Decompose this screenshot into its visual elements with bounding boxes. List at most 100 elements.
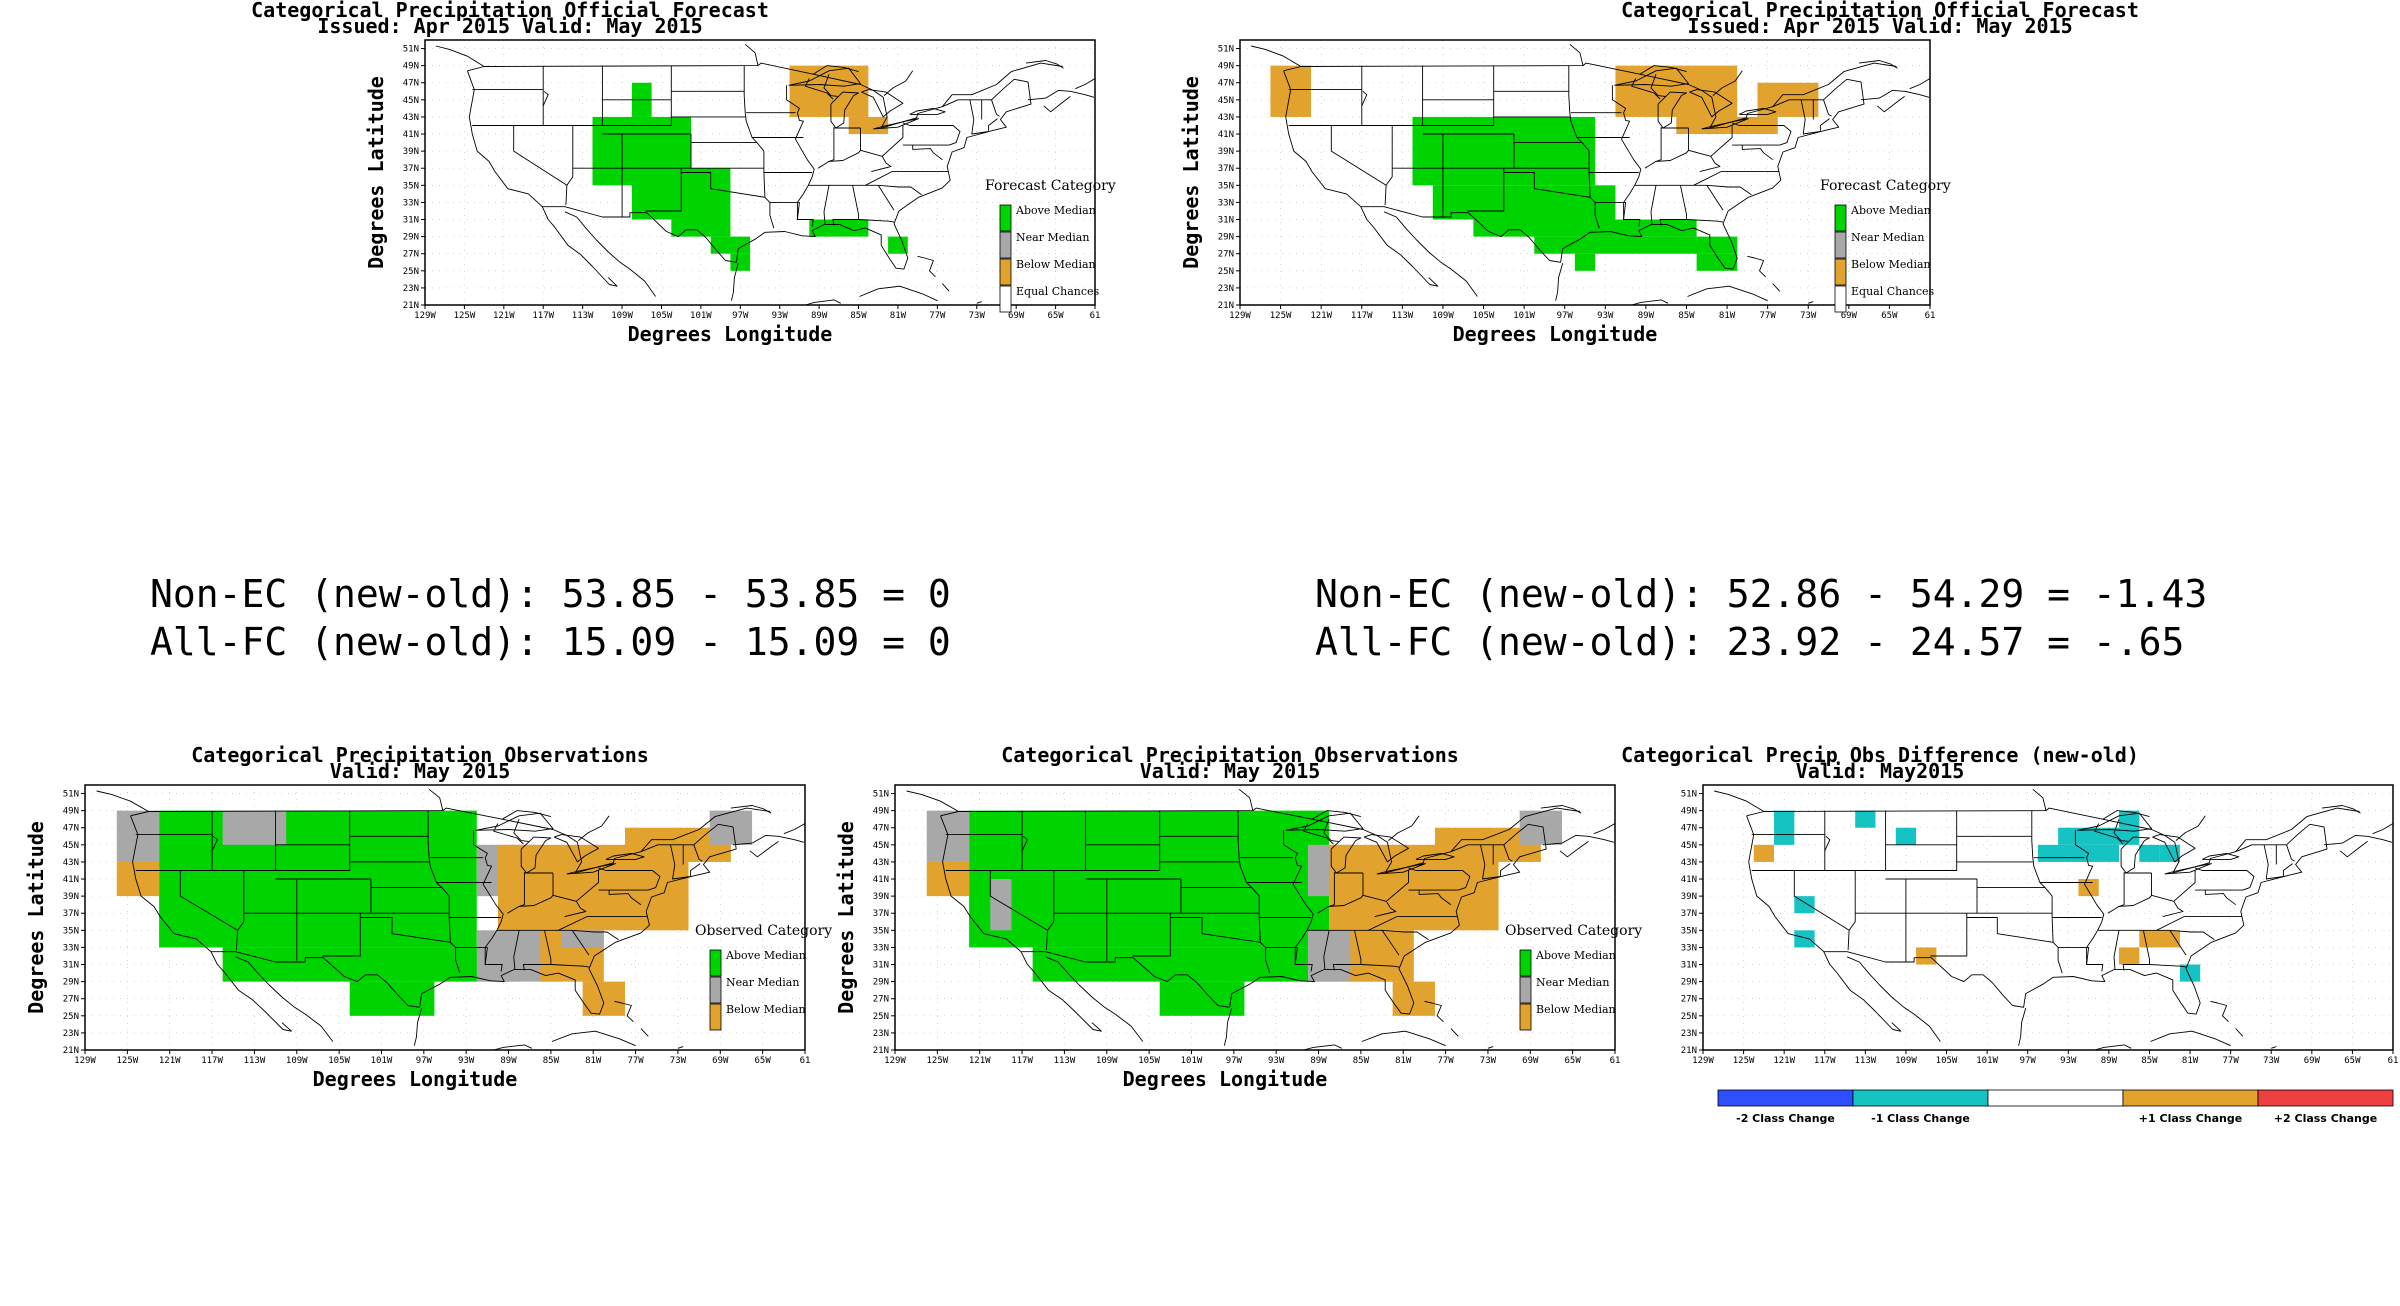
lon-tick-label: 109W [611, 311, 633, 321]
us-outline [1283, 62, 1865, 270]
coastline [1747, 255, 1766, 278]
coastline [1388, 815, 1420, 841]
lon-tick-label: 85W [1678, 311, 1695, 321]
lon-tick-label: 101W [371, 1056, 393, 1066]
legend-swatch [709, 949, 722, 977]
map-subtitle: Valid: May2015 [1796, 759, 1965, 783]
state-boundary [2156, 929, 2215, 941]
lat-tick-label: 51N [63, 790, 79, 800]
lat-tick-label: 27N [1218, 250, 1234, 260]
lon-tick-label: 61 [1090, 311, 1101, 321]
coastline [210, 951, 292, 1032]
obs-diff-panel: Categorical Precip Obs Difference (new-o… [1620, 743, 2400, 1305]
legend-swatch [999, 258, 1012, 286]
lat-tick-label: 29N [403, 233, 419, 243]
coastline [1020, 951, 1102, 1032]
legend-item-label: Below Median [1536, 1003, 1616, 1016]
stats-new: Non-EC (new-old): 52.86 - 54.29 = -1.43 A… [1315, 570, 2207, 666]
map-subtitle: Issued: Apr 2015 Valid: May 2015 [317, 14, 702, 38]
coastline [413, 1007, 423, 1046]
state-boundary [1686, 219, 1724, 223]
lat-tick-label: 49N [403, 62, 419, 72]
state-boundary [2263, 844, 2293, 880]
coastline [2271, 1046, 2277, 1049]
lat-tick-label: 31N [1218, 216, 1234, 226]
lat-tick-label: 39N [403, 147, 419, 157]
lon-tick-label: 61 [800, 1056, 811, 1066]
plot-frame [424, 39, 1096, 306]
lat-tick-label: 51N [1218, 45, 1234, 55]
state-boundary [360, 917, 451, 943]
coastline [749, 841, 779, 858]
lon-tick-label: 121W [159, 1056, 181, 1066]
coastline [1311, 810, 1362, 820]
lat-tick-label: 49N [1218, 62, 1234, 72]
lon-tick-label: 97W [1557, 311, 1574, 321]
state-boundary [1323, 930, 1330, 970]
lat-tick-label: 39N [1218, 147, 1234, 157]
coastline [1045, 956, 1144, 1042]
state-boundary [2194, 867, 2255, 891]
category-cell-near [222, 810, 287, 845]
lat-tick-label: 29N [1681, 978, 1697, 988]
lon-tick-label: 77W [1760, 311, 1777, 321]
coastline [1823, 951, 1902, 1032]
lat-tick-label: 29N [63, 978, 79, 988]
category-cell-below [1615, 65, 1738, 117]
category-cell-below [582, 981, 625, 1016]
map-boundaries [1251, 43, 1931, 306]
map-subtitle: Issued: Apr 2015 Valid: May 2015 [1687, 14, 2072, 38]
category-cell-below [1676, 116, 1778, 135]
lat-tick-label: 27N [873, 995, 889, 1005]
coastline [917, 255, 936, 278]
coastline [1487, 1046, 1494, 1049]
lake-outline [1614, 67, 1689, 87]
lake-outline [553, 834, 599, 863]
state-boundary [542, 90, 549, 106]
lon-tick-label: 125W [117, 1056, 139, 1066]
lat-tick-label: 21N [1681, 1046, 1697, 1056]
state-boundary [1480, 844, 1511, 880]
coastline [2235, 807, 2360, 852]
category-cell-near [990, 879, 1012, 931]
coastline [730, 805, 772, 814]
state-boundary [881, 125, 904, 157]
category-cell-above [671, 219, 731, 237]
lon-tick-label: 125W [1270, 311, 1292, 321]
coastline [1540, 805, 1582, 814]
lake-outline [566, 863, 616, 875]
legend-item-label: Equal Chances [1016, 285, 1100, 298]
stats-old: Non-EC (new-old): 53.85 - 53.85 = 0 All-F… [150, 570, 951, 666]
state-boundary [576, 870, 599, 902]
coastline [2372, 823, 2394, 835]
category-cell-above [222, 947, 520, 982]
lat-tick-label: 33N [63, 943, 79, 953]
state-boundary [858, 219, 895, 223]
map-title: Categorical Precip Obs Difference (new-o… [1621, 743, 2139, 767]
map-boundaries [906, 788, 1616, 1051]
coastline [640, 807, 771, 852]
state-boundary [670, 844, 701, 880]
lon-tick-label: 81W [1395, 1056, 1412, 1066]
forecast-new-panel: Categorical Precipitation Official Forec… [1150, 0, 2139, 520]
lon-tick-label: 129W [1229, 311, 1251, 321]
state-boundary [1368, 929, 1429, 941]
lat-tick-label: 25N [63, 1012, 79, 1022]
state-boundary [1966, 917, 2054, 943]
state-boundary [969, 99, 998, 135]
state-boundary [1303, 823, 1334, 845]
coastline [1846, 956, 1941, 1042]
plot-frame [1239, 39, 1931, 306]
lat-tick-label: 25N [1681, 1012, 1697, 1022]
state-boundary [1360, 964, 1400, 968]
lat-tick-label: 49N [873, 807, 889, 817]
lat-tick-label: 47N [1681, 824, 1697, 834]
lake-outline [605, 852, 645, 860]
coastline [2094, 1044, 2132, 1051]
state-boundary [1793, 870, 1850, 931]
lake-outline [520, 836, 552, 874]
coastline [1714, 790, 1765, 812]
lat-tick-label: 35N [403, 181, 419, 191]
coastline [941, 62, 1063, 107]
lat-tick-label: 45N [403, 96, 419, 106]
